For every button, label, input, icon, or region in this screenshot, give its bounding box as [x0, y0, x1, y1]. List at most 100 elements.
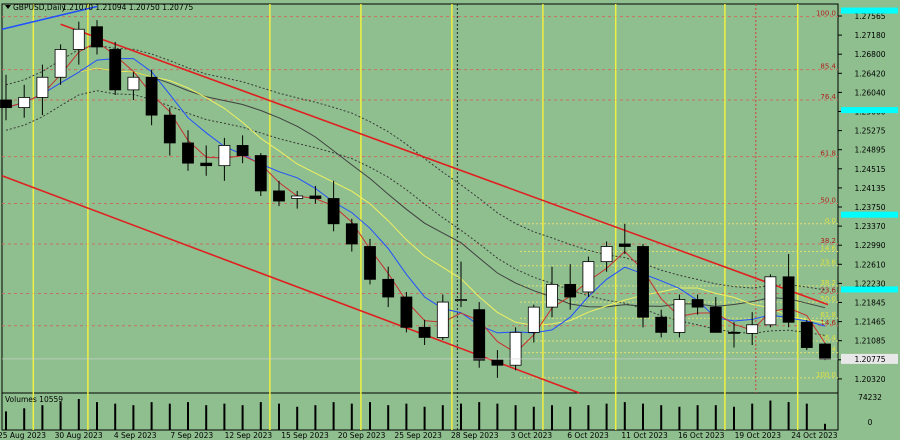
- fib-level-label: 61.8: [820, 150, 836, 158]
- candle-body: [364, 246, 376, 280]
- candle-body: [127, 76, 140, 91]
- candle-body: [655, 316, 668, 333]
- date-label: 11 Oct 2023: [621, 431, 668, 440]
- price-tick-label: 1.22610: [854, 260, 885, 269]
- candle-body: [400, 296, 413, 328]
- candle-body: [546, 283, 558, 308]
- candle-body: [72, 28, 85, 50]
- candle-body: [418, 326, 431, 338]
- price-tick-label: 1.26800: [854, 50, 885, 59]
- candle-body: [182, 142, 194, 164]
- date-label: 19 Oct 2023: [735, 431, 782, 440]
- candle-body: [491, 359, 504, 366]
- fib2-level-label: 50.0: [820, 295, 836, 303]
- candle-body: [691, 299, 704, 308]
- fib-level-label: 50.0: [820, 197, 836, 205]
- price-tick-label: 1.27565: [854, 12, 885, 21]
- candle-body: [455, 299, 467, 301]
- fib2-level-label: 100.0: [816, 371, 836, 379]
- candle-body: [18, 97, 31, 108]
- volume-label: Volumes 10559: [5, 395, 63, 404]
- volume-zero-label: 0: [868, 418, 873, 427]
- price-tick-label: 1.26040: [854, 88, 885, 97]
- date-label: 12 Sep 2023: [225, 431, 273, 440]
- fib2-level-label: 38.2: [820, 279, 836, 287]
- envelope-lower-line: [5, 90, 826, 336]
- fib2-level-label: 0.0: [825, 217, 836, 225]
- candle-body: [145, 76, 158, 116]
- ohlc-readout: 1.21070 1.21094 1.20750 1.20775: [62, 3, 193, 12]
- candle-body: [564, 283, 577, 298]
- candle-body: [509, 331, 522, 366]
- price-tick-label: 1.26420: [854, 69, 885, 78]
- channel-upper-line: [60, 23, 829, 306]
- trend-line-blue: [1, 5, 98, 31]
- candle-body: [36, 76, 49, 98]
- date-label: 20 Sep 2023: [338, 431, 386, 440]
- candle-body: [473, 309, 486, 361]
- candle-body: [200, 162, 213, 167]
- candle-body: [618, 243, 631, 247]
- candle-body: [91, 26, 103, 48]
- price-tick-label: 1.25275: [854, 127, 885, 136]
- date-label: 4 Sep 2023: [114, 431, 157, 440]
- candle-body: [236, 145, 249, 156]
- moving-average-red: [5, 41, 826, 354]
- candle-body: [382, 278, 395, 298]
- fib2-level-label: 14.6: [820, 245, 836, 253]
- collapse-arrow-icon: [5, 5, 11, 9]
- price-tick-label: 1.21085: [854, 337, 885, 346]
- candle-body: [309, 195, 322, 199]
- candle-body: [819, 343, 831, 360]
- price-tick-label: 1.23370: [854, 222, 885, 231]
- fib2-level-label: 76.4: [820, 334, 836, 342]
- candle-body: [673, 299, 686, 333]
- date-label: 16 Oct 2023: [678, 431, 725, 440]
- current-price-tag: [841, 353, 898, 364]
- candle-body: [345, 223, 358, 245]
- current-price-label: 1.20775: [854, 355, 885, 364]
- fib2-level-label: 23.6: [820, 259, 836, 267]
- candle-body: [600, 246, 613, 263]
- date-label: 30 Aug 2023: [55, 431, 103, 440]
- moving-average-yellow: [5, 67, 826, 326]
- date-label: 6 Oct 2023: [567, 431, 609, 440]
- price-tick-label: 1.21465: [854, 318, 885, 327]
- date-label: 25 Aug 2023: [0, 431, 46, 440]
- candle-body: [0, 99, 12, 108]
- price-tick-label: 1.21845: [854, 299, 885, 308]
- price-tick-label: 1.24135: [854, 184, 885, 193]
- candle-body: [436, 301, 449, 338]
- candle-body: [637, 246, 649, 318]
- date-label: 24 Oct 2023: [791, 431, 838, 440]
- price-tick-label: 1.23750: [854, 203, 885, 212]
- candle-body: [291, 195, 304, 199]
- candle-body: [218, 145, 231, 167]
- candle-body: [273, 190, 285, 202]
- price-axis-marker: [841, 107, 898, 114]
- candle-body: [527, 306, 540, 333]
- candle-body: [582, 261, 595, 293]
- price-axis-marker: [841, 7, 898, 14]
- date-label: 28 Sep 2023: [451, 431, 499, 440]
- candle-body: [254, 155, 267, 192]
- fib-level-label: 100.0: [816, 10, 836, 18]
- price-axis-marker: [841, 286, 898, 293]
- date-label: 25 Sep 2023: [394, 431, 442, 440]
- candle-body: [764, 276, 777, 326]
- price-tick-label: 1.24515: [854, 165, 885, 174]
- envelope-upper-line: [5, 44, 826, 291]
- candle-body: [709, 306, 722, 333]
- candle-body: [746, 324, 759, 334]
- candle-body: [163, 114, 176, 144]
- candle-body: [782, 276, 795, 323]
- fib-level-label: 85.4: [820, 63, 836, 71]
- symbol-label: GBPUSD,Daily: [13, 3, 66, 12]
- fib2-level-label: 61.8: [820, 311, 836, 319]
- fib-level-label: 38.2: [820, 237, 836, 245]
- fib-level-label: 23.6: [820, 286, 836, 294]
- candle-body: [800, 321, 813, 348]
